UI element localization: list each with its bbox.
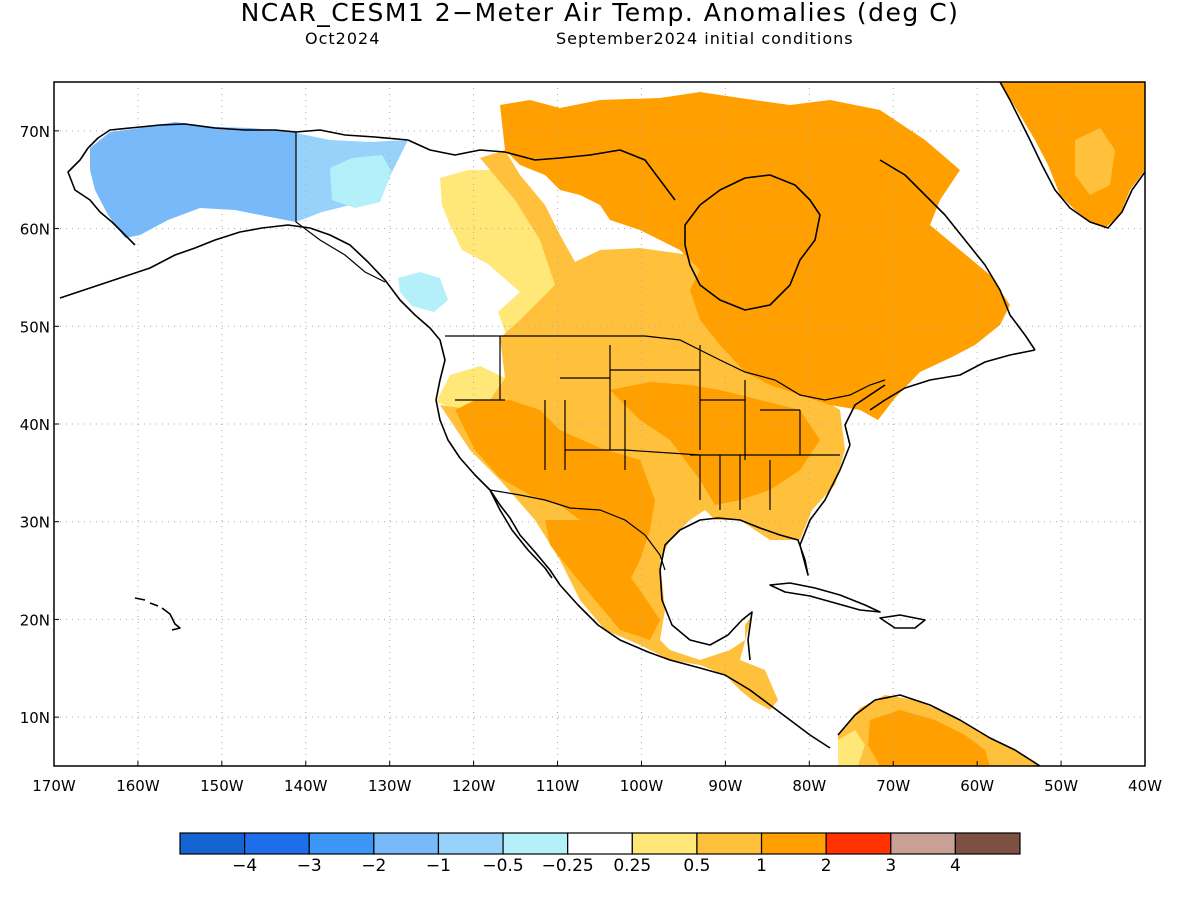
lat-tick-label: 40N: [20, 416, 50, 434]
colorbar-tick-label: 1: [756, 856, 767, 876]
hispaniola-outline: [879, 614, 926, 629]
init-conditions-label: September2024 initial conditions: [556, 29, 854, 48]
colorbar-swatch: [437, 832, 504, 855]
greenland-slight-warm-patch: [1075, 128, 1115, 195]
southwest-us-strong-warm: [455, 400, 655, 580]
lon-tick-label: 160W: [116, 777, 160, 795]
colorbar-tick-label: −2: [361, 856, 387, 876]
us-east-coast: [844, 384, 886, 446]
colorbar-swatch: [179, 832, 246, 855]
lat-tick-label: 50N: [20, 318, 50, 336]
lat-tick-label: 60N: [20, 221, 50, 239]
anomaly-shading: [90, 82, 1145, 766]
alaska-canada-border: [295, 132, 386, 283]
hawaii-islands: [134, 597, 181, 631]
lon-tick-label: 100W: [620, 777, 664, 795]
labrador-coast: [879, 159, 1036, 351]
hudson-bay-coast: [684, 174, 821, 311]
lat-tick-label: 70N: [20, 123, 50, 141]
lon-tick-label: 60W: [960, 777, 994, 795]
colorbar-tick-label: −1: [425, 856, 451, 876]
mexico-gulf-coast: [659, 569, 753, 661]
lon-tick-label: 150W: [200, 777, 244, 795]
lon-tick-label: 50W: [1044, 777, 1078, 795]
coastlines: [59, 82, 1145, 766]
colorbar-tick-label: 2: [820, 856, 832, 876]
us-west-coast: [435, 399, 561, 586]
colorbar-swatch: [244, 832, 310, 855]
mexico-pacific-coast: [559, 584, 831, 749]
colorbar-swatch: [890, 832, 956, 855]
central-us-strong-warm: [610, 382, 820, 505]
lat-tick-label: 20N: [20, 611, 50, 629]
colorbar-tick-label: 3: [885, 856, 897, 876]
lon-tick-label: 80W: [792, 777, 826, 795]
south-america-slight-warm: [838, 730, 865, 766]
colorbar-swatch: [696, 832, 763, 855]
colorbar-tick-label: 4: [949, 856, 961, 876]
yukon-slight-cool-region: [330, 155, 392, 208]
colorbar-swatch: [567, 832, 633, 855]
valid-month-label: Oct2024: [305, 29, 381, 48]
alaska-north-coast: [87, 123, 409, 149]
colorbar-swatch: [502, 832, 569, 855]
south-america-strong-warm: [868, 710, 990, 766]
colorbar-swatch: [954, 832, 1021, 855]
alaska-cold-region: [90, 122, 296, 238]
greenland-warm: [1000, 82, 1145, 228]
lon-tick-label: 140W: [284, 777, 328, 795]
us-state-lines: [455, 336, 840, 510]
western-canada-slight-warm: [440, 170, 558, 338]
colorbar-tick-label: −0.25: [541, 856, 594, 876]
colorbar-tick-label: −4: [232, 856, 258, 876]
lon-tick-label: 40W: [1128, 777, 1162, 795]
longitude-labels: 170W 160W 150W 140W 130W 120W 110W 100W 90W 80W 70…: [32, 761, 1162, 795]
us-canada-border: [445, 335, 886, 401]
gulf-of-mexico-coast: [659, 444, 851, 576]
colorbar-tick-label: 0.25: [613, 856, 652, 876]
colorbar-tick-label: 0.5: [683, 856, 711, 876]
alaska-west-coast: [67, 147, 136, 246]
lon-tick-label: 110W: [536, 777, 580, 795]
alaska-coastline: [59, 224, 446, 401]
gulf-stlawrence-coast: [869, 349, 1036, 411]
colorbar-swatch: [308, 832, 375, 855]
eastern-canada-strong-warm: [500, 92, 1010, 420]
map-title: NCAR_CESM1 2−Meter Air Temp. Anomalies (…: [240, 0, 960, 27]
baja-peninsula: [489, 489, 553, 579]
colorbar-swatch: [373, 832, 440, 855]
lat-tick-label: 10N: [20, 709, 50, 727]
lon-tick-label: 170W: [32, 777, 76, 795]
colorbar-swatch: [631, 832, 698, 855]
pnw-slight-cool-region: [398, 272, 448, 312]
cuba-outline: [769, 582, 881, 613]
canada-arctic-coast: [407, 139, 676, 201]
colorbar: [179, 832, 1021, 855]
lon-tick-label: 130W: [368, 777, 412, 795]
colorbar-swatch: [760, 832, 827, 855]
political-boundaries: [295, 132, 886, 571]
graticule: [54, 82, 1145, 766]
lon-tick-label: 90W: [708, 777, 742, 795]
greenland-coast: [999, 82, 1145, 229]
lon-tick-label: 120W: [452, 777, 496, 795]
latitude-labels: 10N 20N 30N 40N 50N 60N 70N: [20, 123, 59, 727]
mexico-strong-warm: [545, 520, 660, 640]
south-america-coast: [837, 694, 1041, 766]
us-mexico-border: [489, 489, 666, 571]
lon-tick-label: 70W: [876, 777, 910, 795]
west-coast-slight-warm: [436, 366, 505, 410]
colorbar-tick-label: −0.5: [482, 856, 524, 876]
colorbar-swatch: [825, 832, 892, 855]
lat-tick-label: 30N: [20, 514, 50, 532]
northwest-canada-warm: [480, 150, 575, 285]
colorbar-tick-label: −3: [296, 856, 322, 876]
